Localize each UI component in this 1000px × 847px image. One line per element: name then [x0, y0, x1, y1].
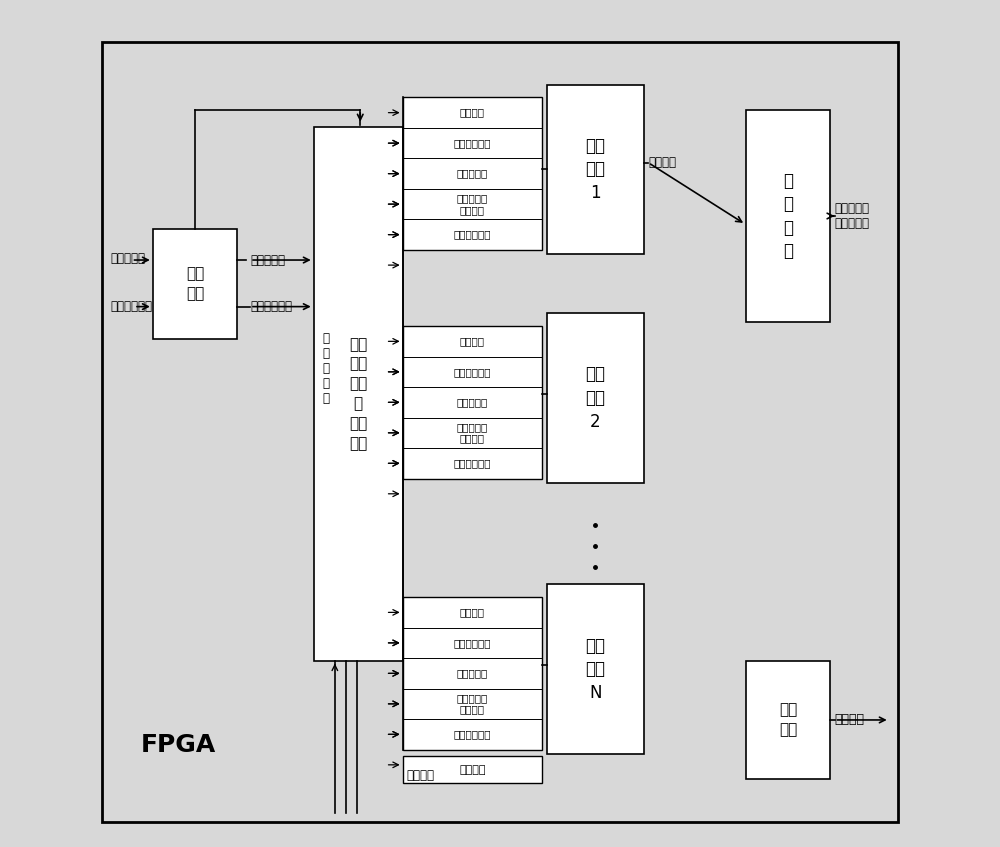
FancyBboxPatch shape	[746, 661, 830, 779]
Text: 匝口控制方案: 匝口控制方案	[454, 458, 491, 468]
Text: 匝口控制方案: 匝口控制方案	[454, 729, 491, 739]
Text: 模型选择数据: 模型选择数据	[454, 638, 491, 648]
FancyBboxPatch shape	[403, 326, 542, 479]
FancyBboxPatch shape	[102, 42, 898, 822]
Text: 控制方案: 控制方案	[835, 713, 865, 727]
Text: 模型选择数据: 模型选择数据	[250, 300, 292, 313]
FancyBboxPatch shape	[403, 756, 542, 783]
FancyBboxPatch shape	[153, 229, 237, 339]
FancyBboxPatch shape	[547, 85, 644, 254]
Text: FPGA: FPGA	[141, 734, 216, 757]
Text: 交通流数据: 交通流数据	[457, 668, 488, 678]
Text: 交通流数据: 交通流数据	[457, 397, 488, 407]
Text: 可变显示牌
显示速度: 可变显示牌 显示速度	[457, 193, 488, 215]
Text: 控制方案: 控制方案	[459, 765, 486, 775]
Text: 使能信号: 使能信号	[460, 607, 485, 617]
Text: 交
通
流
数
据: 交 通 流 数 据	[323, 332, 330, 405]
Text: 所有计算模
块计算结束: 所有计算模 块计算结束	[835, 202, 870, 230]
Text: 同
步
模
块: 同 步 模 块	[783, 172, 793, 260]
FancyBboxPatch shape	[403, 597, 542, 750]
Text: 数据
接收: 数据 接收	[186, 266, 204, 302]
Text: 使能信号: 使能信号	[460, 336, 485, 346]
Text: 可变显示牌
显示速度: 可变显示牌 显示速度	[457, 693, 488, 715]
Text: 计算
模块
N: 计算 模块 N	[585, 637, 605, 701]
Text: 使能信号: 使能信号	[460, 108, 485, 118]
Text: 交通流数据: 交通流数据	[110, 252, 145, 265]
Text: 数据
输出: 数据 输出	[779, 702, 797, 738]
Text: 计算
模块
1: 计算 模块 1	[585, 137, 605, 202]
Text: 计算结束: 计算结束	[648, 156, 676, 169]
Text: 模型选择数据: 模型选择数据	[454, 138, 491, 148]
Text: 计算
模块
2: 计算 模块 2	[585, 366, 605, 430]
FancyBboxPatch shape	[314, 127, 403, 661]
FancyBboxPatch shape	[547, 584, 644, 754]
FancyBboxPatch shape	[746, 110, 830, 322]
FancyBboxPatch shape	[403, 97, 542, 250]
Text: 控制方案: 控制方案	[407, 768, 435, 782]
Text: 匝口控制方案: 匝口控制方案	[454, 230, 491, 240]
Text: 控制
方案
选择
及
数据
分配: 控制 方案 选择 及 数据 分配	[349, 337, 367, 451]
Text: 模型选择数据: 模型选择数据	[454, 367, 491, 377]
Text: 交通流数据: 交通流数据	[250, 253, 285, 267]
Text: 交通流数据: 交通流数据	[457, 169, 488, 179]
FancyBboxPatch shape	[547, 313, 644, 483]
Text: 模型选择数据: 模型选择数据	[110, 300, 152, 313]
Text: 可变显示牌
显示速度: 可变显示牌 显示速度	[457, 422, 488, 444]
